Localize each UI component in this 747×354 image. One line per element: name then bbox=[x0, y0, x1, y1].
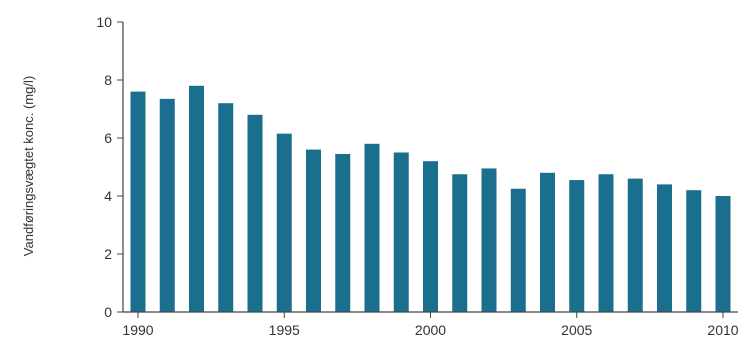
x-tick-label-1990: 1990 bbox=[122, 322, 153, 338]
y-tick-label-8: 8 bbox=[104, 72, 112, 88]
bar-1996 bbox=[306, 149, 321, 312]
x-tick-label-2010: 2010 bbox=[707, 322, 738, 338]
bar-2006 bbox=[598, 174, 614, 312]
bar-1995 bbox=[276, 133, 292, 312]
bar-1997 bbox=[335, 153, 351, 312]
bar-2001 bbox=[452, 174, 468, 312]
bar-2002 bbox=[481, 168, 497, 312]
y-tick-label-6: 6 bbox=[104, 130, 112, 146]
bar-2008 bbox=[657, 184, 672, 312]
bar-2003 bbox=[510, 188, 526, 312]
bar-2007 bbox=[627, 178, 643, 312]
bar-1998 bbox=[364, 143, 380, 312]
x-tick-label-1995: 1995 bbox=[269, 322, 300, 338]
x-ticks-group: 1990 1995 2000 2005 2010 bbox=[122, 312, 739, 338]
y-tick-label-2: 2 bbox=[104, 246, 112, 262]
bar-1994 bbox=[247, 114, 263, 312]
bar-2010 bbox=[715, 196, 731, 312]
y-tick-label-10: 10 bbox=[96, 14, 112, 30]
bar-2005 bbox=[569, 180, 585, 312]
y-tick-label-4: 4 bbox=[104, 188, 112, 204]
bars-group bbox=[130, 85, 731, 312]
bar-1992 bbox=[189, 85, 204, 312]
y-axis-title: Vandføringsvægtet konc. (mg/l) bbox=[21, 76, 36, 256]
bar-2000 bbox=[423, 161, 438, 312]
bar-2009 bbox=[686, 190, 702, 312]
bar-1993 bbox=[218, 103, 234, 312]
y-tick-label-0: 0 bbox=[104, 304, 112, 320]
bar-1999 bbox=[393, 152, 409, 312]
y-ticks-group: 0 2 4 6 8 10 bbox=[96, 14, 123, 320]
bar-2004 bbox=[540, 172, 555, 312]
bar-1990 bbox=[130, 91, 146, 312]
bar-1991 bbox=[159, 98, 175, 312]
x-tick-label-2005: 2005 bbox=[561, 322, 592, 338]
x-tick-label-2000: 2000 bbox=[415, 322, 446, 338]
